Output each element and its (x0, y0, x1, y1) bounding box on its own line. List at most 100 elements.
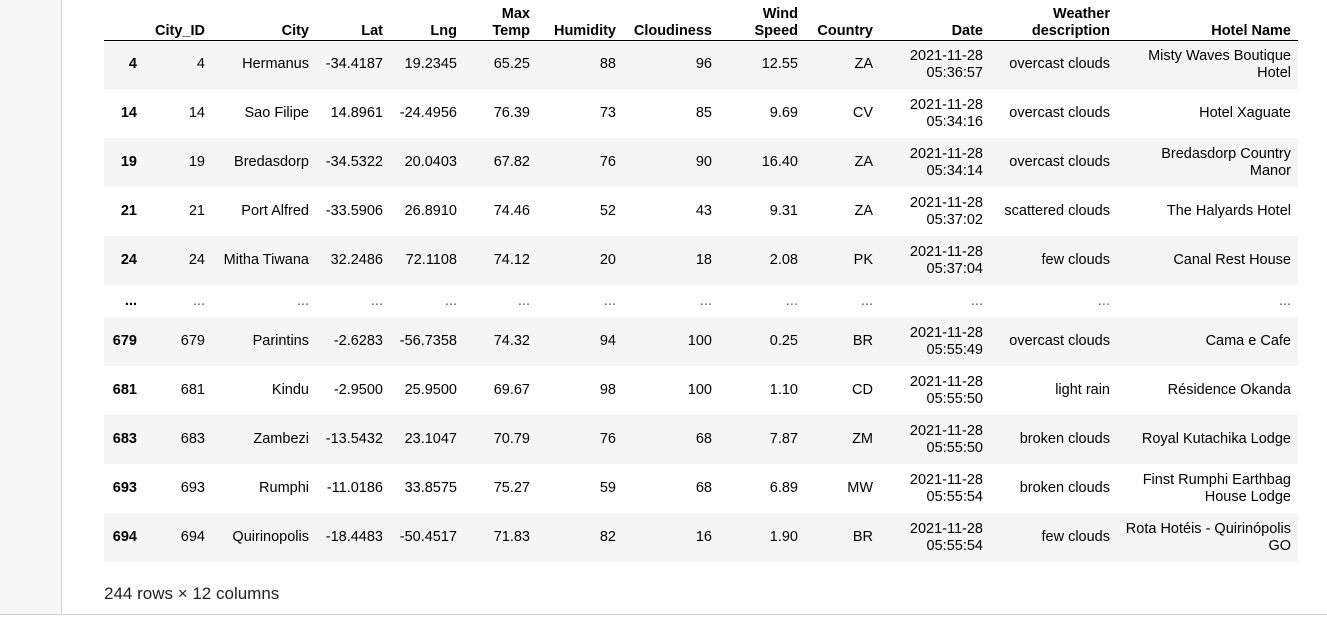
cell-city: Sao Filipe (244, 105, 309, 121)
cell-cloudiness: 18 (695, 252, 712, 268)
cell-lng: -50.4517 (399, 529, 457, 545)
cell-weather-description: overcast clouds (1009, 105, 1110, 121)
cell-max-temp: 69.67 (493, 382, 530, 398)
cell-humidity: ... (603, 292, 616, 309)
cell-country: ZA (854, 56, 873, 73)
table-row: 24 24 Mitha Tiwana 32.2486 72.1108 74.12 20 18 2… (104, 236, 1298, 285)
cell-date: 2021-11-28 05:34:16 (909, 96, 983, 130)
cell-lat: -2.6283 (333, 333, 383, 349)
cell-cloudiness: 100 (687, 333, 712, 349)
row-index: 21 (120, 203, 137, 219)
cell-country: ZM (852, 431, 873, 447)
cell-lng: 72.1108 (405, 252, 457, 268)
column-header-hotel-name: Hotel Name (1117, 0, 1298, 41)
cell-city-id: 21 (188, 203, 205, 219)
cell-country: ZA (854, 203, 873, 219)
cell-lng: 33.8575 (404, 480, 457, 496)
table-row: 14 14 Sao Filipe 14.8961 -24.4956 76.39 73 85 9.… (104, 89, 1298, 138)
cell-date: 2021-11-28 05:37:04 (909, 243, 983, 277)
cell-wind-speed: 6.89 (769, 480, 798, 496)
cell-city-id: 679 (180, 333, 205, 349)
cell-lng: ... (444, 292, 457, 309)
cell-wind-speed: 2.08 (769, 252, 798, 268)
row-index: 4 (128, 56, 137, 73)
cell-country: CV (852, 105, 873, 121)
cell-max-temp: 67.82 (493, 154, 530, 170)
cell-hotel-name: ... (1278, 292, 1291, 309)
table-row: 4 4 Hermanus -34.4187 19.2345 65.25 88 96 12.55 Z… (104, 40, 1298, 89)
cell-max-temp: 74.12 (493, 252, 530, 268)
cell-lat: -34.4187 (325, 56, 383, 73)
cell-cloudiness: 16 (695, 529, 712, 545)
cell-cloudiness: 68 (695, 480, 712, 496)
cell-cloudiness: 68 (695, 431, 712, 447)
cell-lat: -11.0186 (326, 480, 383, 496)
cell-city-id: 683 (180, 431, 205, 447)
cell-humidity: 76 (599, 431, 616, 447)
cell-country: BR (852, 333, 873, 349)
row-index: 693 (112, 480, 137, 496)
cell-max-temp: 74.32 (493, 333, 530, 349)
cell-wind-speed: 9.31 (769, 203, 798, 219)
cell-cloudiness: ... (699, 292, 712, 309)
row-index: 683 (112, 431, 137, 447)
cell-lng: -56.7358 (399, 333, 457, 349)
cell-wind-speed: 1.10 (769, 382, 798, 398)
cell-lng: -24.4956 (399, 105, 457, 121)
cell-wind-speed: 9.69 (769, 105, 798, 121)
cell-date: 2021-11-28 05:55:50 (909, 422, 983, 456)
row-index: 14 (120, 105, 137, 121)
cell-max-temp: ... (517, 292, 530, 309)
row-index: ... (124, 292, 137, 309)
cell-cloudiness: 100 (687, 382, 712, 398)
cell-lng: 23.1047 (404, 431, 457, 447)
cell-wind-speed: 7.87 (769, 431, 798, 447)
header-row: City_ID City Lat Lng Max Temp Humidity C… (104, 0, 1298, 41)
column-header-wind-speed: Wind Speed (719, 0, 805, 41)
cell-city: Kindu (271, 382, 309, 398)
cell-lat: -2.9500 (333, 382, 383, 398)
cell-humidity: 88 (599, 56, 616, 73)
cell-lng: 20.0403 (404, 154, 457, 170)
cell-city: Parintins (252, 333, 309, 349)
cell-max-temp: 71.83 (493, 529, 530, 545)
cell-humidity: 82 (599, 529, 616, 545)
cell-city-id: 693 (180, 480, 205, 496)
cell-hotel-name: Misty Waves Boutique Hotel (1148, 47, 1291, 81)
cell-divider (0, 614, 1327, 615)
cell-lat: -18.4483 (325, 529, 383, 545)
cell-country: ZA (854, 154, 873, 170)
cell-country: MW (847, 480, 873, 496)
cell-weather-description: few clouds (1041, 252, 1110, 268)
cell-country: CD (852, 382, 873, 398)
cell-city-id: 19 (188, 154, 205, 170)
cell-city-id: 14 (188, 105, 205, 121)
cell-country: PK (853, 252, 873, 268)
column-header-max-temp: Max Temp (464, 0, 537, 41)
cell-cloudiness: 85 (695, 105, 712, 121)
row-index: 679 (112, 333, 137, 349)
cell-max-temp: 65.25 (493, 56, 530, 73)
cell-date: 2021-11-28 05:34:14 (909, 145, 983, 179)
cell-max-temp: 75.27 (493, 480, 530, 496)
row-index: 681 (112, 382, 137, 398)
cell-lat: -33.5906 (325, 203, 383, 219)
cell-output: City_ID City Lat Lng Max Temp Humidity C… (104, 0, 1298, 562)
cell-humidity: 76 (599, 154, 616, 170)
cell-wind-speed: 12.55 (761, 56, 798, 73)
cell-humidity: 20 (599, 252, 616, 268)
table-body: 4 4 Hermanus -34.4187 19.2345 65.25 88 96 12.55 Z… (104, 40, 1298, 562)
table-row: 683 683 Zambezi -13.5432 23.1047 70.79 76 68 7.8… (104, 415, 1298, 464)
cell-city: ... (296, 292, 309, 309)
cell-city-id: 4 (196, 56, 205, 73)
cell-humidity: 98 (599, 382, 616, 398)
cell-lat: -34.5322 (325, 154, 383, 170)
cell-date: ... (970, 292, 983, 309)
cell-city: Bredasdorp (234, 154, 309, 170)
cell-weather-description: ... (1097, 292, 1110, 309)
table-row: 681 681 Kindu -2.9500 25.9500 69.67 98 100 1.10 C… (104, 366, 1298, 415)
cell-lat: 14.8961 (330, 105, 383, 121)
cell-city: Hermanus (242, 56, 309, 73)
cell-hotel-name: Rota Hotéis - Quirinópolis GO (1125, 520, 1291, 554)
